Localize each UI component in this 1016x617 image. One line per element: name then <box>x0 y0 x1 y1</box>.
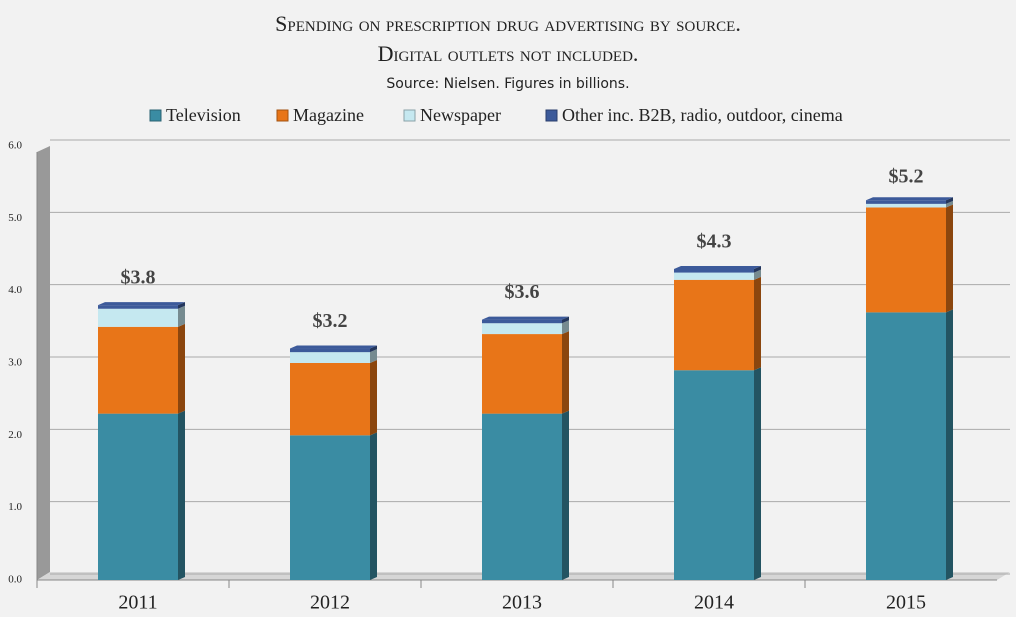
bar <box>674 268 754 273</box>
bar <box>674 272 754 280</box>
legend-label: Magazine <box>293 105 364 125</box>
y-tick-label: 2.0 <box>8 429 22 441</box>
bar-side <box>754 276 761 371</box>
x-tick-label: 2011 <box>118 592 157 614</box>
bar <box>290 435 370 580</box>
x-tick-label: 2013 <box>502 592 542 614</box>
bar-side <box>370 360 377 436</box>
bar <box>290 352 370 363</box>
y-tick-label: 0.0 <box>8 574 22 586</box>
bar-side <box>946 309 953 580</box>
left-wall <box>37 146 50 580</box>
legend-label: Television <box>166 105 241 125</box>
bar-side <box>754 269 761 280</box>
total-label: $4.3 <box>697 231 732 253</box>
y-tick-label: 1.0 <box>8 501 22 513</box>
chart-title: Spending on prescription drug advertisin… <box>275 11 741 36</box>
bar-top <box>98 302 185 306</box>
bar-side <box>370 349 377 363</box>
bar <box>98 326 178 414</box>
legend-swatch <box>403 109 416 122</box>
bar <box>98 413 178 580</box>
y-tick-label: 6.0 <box>8 140 22 152</box>
bar <box>674 279 754 371</box>
bar-side <box>754 265 761 273</box>
bar <box>866 312 946 580</box>
total-label: $5.2 <box>889 165 924 187</box>
bar <box>482 319 562 324</box>
bar-side <box>178 305 185 327</box>
bar <box>482 323 562 335</box>
bar-top <box>866 197 953 201</box>
legend-label: Other inc. B2B, radio, outdoor, cinema <box>562 105 843 125</box>
bar <box>482 413 562 580</box>
bar <box>98 305 178 309</box>
chart-subtitle: Source: Nielsen. Figures in billions. <box>386 76 629 92</box>
bar-side <box>946 197 953 204</box>
bar-top <box>674 265 761 269</box>
bar-side <box>370 432 377 580</box>
bar <box>290 348 370 353</box>
bar-side <box>562 331 569 414</box>
bar-side <box>946 204 953 313</box>
bar <box>98 308 178 327</box>
bar-side <box>562 316 569 324</box>
bar <box>866 203 946 208</box>
bar-side <box>946 200 953 208</box>
chart-title: Digital outlets not included. <box>378 41 639 66</box>
bar-side <box>754 367 761 580</box>
x-tick-label: 2012 <box>310 592 350 614</box>
bar-side <box>178 302 185 309</box>
bar <box>482 334 562 414</box>
bar-side <box>562 410 569 580</box>
x-tick-label: 2015 <box>886 592 926 614</box>
bar-side <box>178 323 185 414</box>
bar-side <box>562 320 569 335</box>
total-label: $3.6 <box>505 281 540 303</box>
bar-top <box>482 316 569 320</box>
y-tick-label: 3.0 <box>8 357 22 369</box>
legend-swatch <box>545 109 558 122</box>
bar <box>866 200 946 204</box>
legend-label: Newspaper <box>420 105 501 125</box>
total-label: $3.2 <box>313 310 348 332</box>
bar <box>674 370 754 580</box>
legend-swatch <box>276 109 289 122</box>
x-tick-label: 2014 <box>694 592 734 614</box>
bar-side <box>178 410 185 580</box>
y-tick-label: 5.0 <box>8 212 22 224</box>
y-tick-label: 4.0 <box>8 284 22 296</box>
bar <box>290 363 370 436</box>
total-label: $3.8 <box>121 267 156 289</box>
bar-top <box>290 345 377 349</box>
bar <box>866 207 946 313</box>
legend-swatch <box>149 109 162 122</box>
bar-side <box>370 345 377 353</box>
